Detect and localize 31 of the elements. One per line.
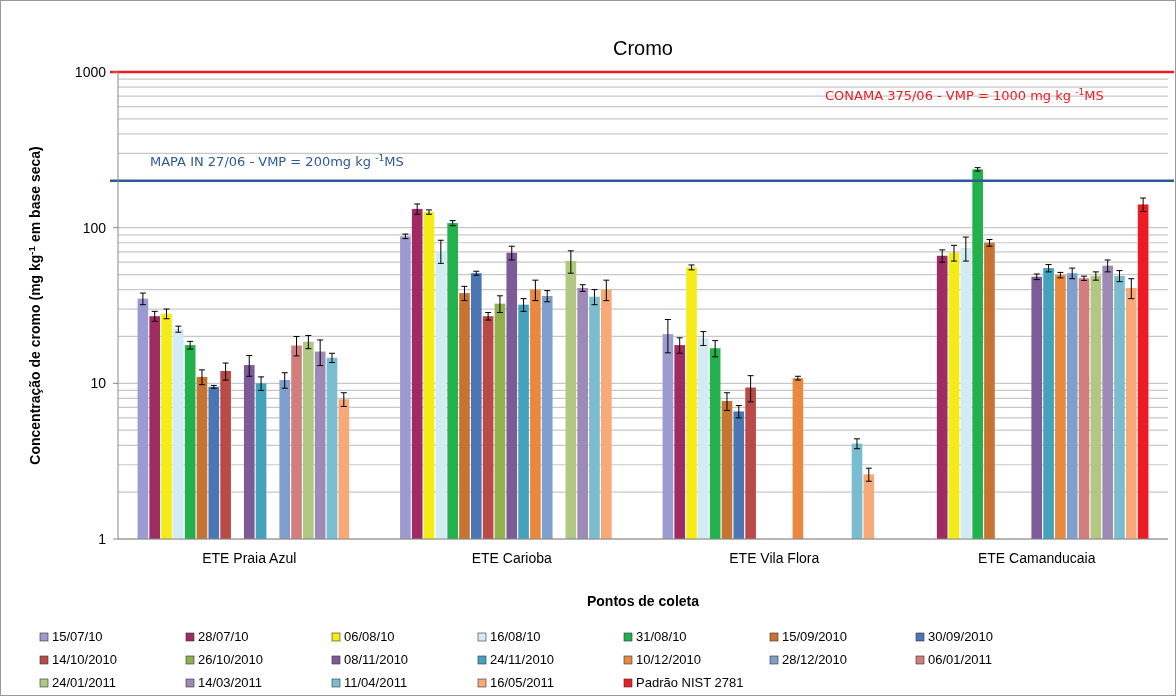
legend-label: 14/03/2011 [198,675,263,690]
legend-label: 15/07/10 [52,629,103,644]
x-tick-label: ETE Carioba [471,550,553,566]
legend-label: 30/09/2010 [928,629,994,644]
y-tick-label: 10 [90,375,107,392]
legend-label: 06/08/10 [344,629,395,644]
legend-label: 16/05/2011 [490,675,555,690]
y-tick-label: 1000 [74,63,107,80]
legend-label: 08/11/2010 [344,652,409,667]
ref-line-label: MAPA IN 27/06 - VMP = 200mg kg $^{-1}$MS [150,152,404,169]
chart-title: Cromo [612,37,674,59]
legend-label: 31/08/10 [636,629,687,644]
x-tick-label: ETE Praia Azul [202,550,297,566]
legend-label: 16/08/10 [490,629,541,644]
legend-label: 06/01/2011 [928,652,993,667]
x-tick-label: ETE Vila Flora [729,550,820,566]
legend-label: 14/10/2010 [52,652,118,667]
legend-label: 28/07/10 [198,629,249,644]
legend-label: 24/11/2010 [490,652,555,667]
legend-label: 26/10/2010 [198,652,264,667]
y-tick-label: 100 [82,219,107,236]
legend-label: 10/12/2010 [636,652,702,667]
y-tick-label: 1 [98,530,107,547]
x-axis-title: Pontos de coleta [586,593,700,609]
legend-label: 15/09/2010 [782,629,848,644]
ref-line-label: CONAMA 375/06 - VMP = 1000 mg kg $^{-1}$MS [825,87,1104,103]
legend-label: 28/12/2010 [782,652,848,667]
legend-label: 24/01/2011 [52,675,117,690]
legend-label: Padrão NIST 2781 [636,675,744,690]
legend-label: 11/04/2011 [344,675,408,690]
x-tick-label: ETE Camanducaia [977,550,1096,566]
